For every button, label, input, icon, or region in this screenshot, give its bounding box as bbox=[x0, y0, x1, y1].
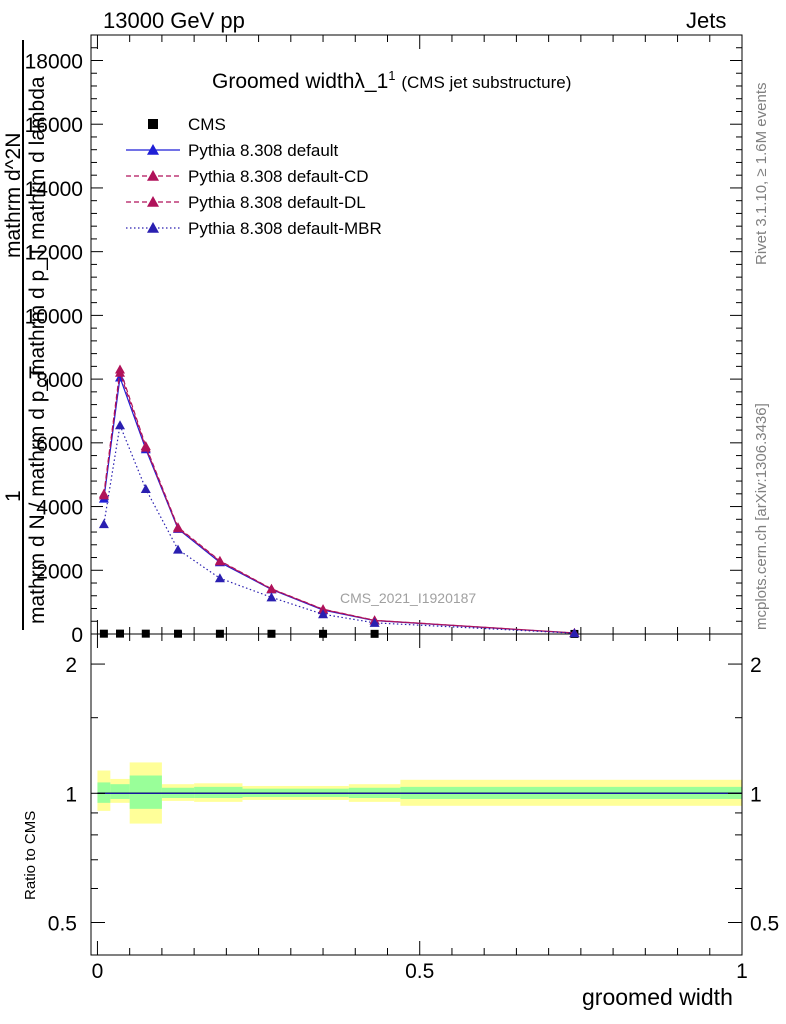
series-4-point-2 bbox=[140, 484, 151, 494]
series-4-point-4 bbox=[214, 573, 225, 583]
plot-title-sup: 1 bbox=[388, 68, 396, 83]
series-4-point-6 bbox=[318, 609, 329, 619]
series-4-point-7 bbox=[369, 617, 380, 627]
ratio-ytick-label-right-1: 1 bbox=[750, 783, 762, 806]
series-3-point-2 bbox=[140, 442, 151, 452]
ratio-band-group bbox=[97, 762, 742, 824]
ratio-ytick-label-2: 2 bbox=[65, 654, 77, 677]
cms-point-1 bbox=[116, 629, 125, 638]
plot-title: Groomed widthλ_11 (CMS jet substructure) bbox=[212, 68, 571, 94]
series-layer bbox=[98, 364, 580, 638]
ratio-ytick-label-1: 1 bbox=[65, 783, 77, 806]
cms-point-5 bbox=[267, 629, 276, 638]
rivet-version-label: Rivet 3.1.10, ≥ 1.6M events bbox=[753, 82, 770, 266]
legend-marker-4 bbox=[147, 222, 159, 233]
legend-marker-3 bbox=[147, 196, 159, 207]
main-ytick-label-1: 2000 bbox=[36, 560, 83, 583]
series-4-point-5 bbox=[266, 592, 277, 602]
ratio-ytick-label-0: 0.5 bbox=[48, 912, 77, 935]
ratio-ylabel: Ratio to CMS bbox=[22, 810, 39, 900]
main-ylabel: 1 mathrm d N / mathrm d p_T mathrm d^2N … bbox=[0, 40, 60, 630]
plot-title-text: Groomed width bbox=[212, 70, 355, 93]
main-ytick-label-6: 12000 bbox=[25, 242, 83, 265]
cms-point-2 bbox=[141, 629, 150, 638]
x-axis-label: groomed width bbox=[582, 984, 733, 1010]
ratio-ytick-label-right-2: 2 bbox=[750, 654, 762, 677]
ratio-panel-frame bbox=[90, 633, 743, 956]
series-4-point-8 bbox=[569, 628, 580, 638]
legend: CMS Pythia 8.308 default Pythia 8.308 defa… bbox=[126, 115, 382, 238]
main-ylabel-denominator-2: mathrm d p_T mathrm d lambda bbox=[26, 76, 49, 376]
series-3-point-0 bbox=[98, 490, 109, 500]
energy-label: 13000 GeV pp bbox=[103, 8, 245, 33]
series-4-point-3 bbox=[173, 544, 184, 554]
cms-point-4 bbox=[215, 629, 224, 638]
plot-title-symbol: λ_1 bbox=[354, 70, 389, 93]
legend-label-0: CMS bbox=[188, 115, 226, 134]
legend-label-3: Pythia 8.308 default-DL bbox=[188, 193, 366, 212]
cms-point-3 bbox=[174, 629, 183, 638]
cms-point-6 bbox=[319, 629, 328, 638]
ratio-inner-band-2 bbox=[129, 775, 162, 809]
legend-label-4: Pythia 8.308 default-MBR bbox=[188, 219, 382, 238]
axes-group: 0 2000 4000 6000 8000 10000 12000 14000 16000 180… bbox=[25, 35, 779, 983]
series-4-point-1 bbox=[115, 420, 126, 430]
cms-point-0 bbox=[99, 629, 108, 638]
series-3-point-1 bbox=[115, 367, 126, 377]
mcplots-label: mcplots.cern.ch [arXiv:1306.3436] bbox=[753, 403, 770, 630]
main-ylabel-denominator-1: mathrm d N / mathrm d p_T bbox=[26, 366, 49, 624]
legend-label-2: Pythia 8.308 default-CD bbox=[188, 167, 369, 186]
cms-point-7 bbox=[370, 629, 379, 638]
xtick-label-0: 0 bbox=[92, 960, 104, 983]
ratio-inner-band-4 bbox=[194, 786, 243, 799]
analysis-label: CMS_2021_I1920187 bbox=[340, 590, 477, 606]
legend-marker-0 bbox=[148, 119, 158, 129]
ratio-inner-band-1 bbox=[110, 784, 130, 799]
main-ytick-label-9: 18000 bbox=[25, 50, 83, 73]
main-ytick-label-4: 8000 bbox=[36, 369, 83, 392]
series-3-point-5 bbox=[266, 584, 277, 594]
legend-marker-1 bbox=[147, 144, 159, 155]
main-ytick-label-8: 16000 bbox=[25, 114, 83, 137]
series-3-point-3 bbox=[173, 523, 184, 533]
series-3-point-6 bbox=[318, 604, 329, 614]
series-4-point-0 bbox=[98, 519, 109, 529]
main-ytick-label-3: 6000 bbox=[36, 433, 83, 456]
legend-label-1: Pythia 8.308 default bbox=[188, 141, 339, 160]
main-ylabel-fraction-bar bbox=[22, 40, 24, 630]
series-3-point-4 bbox=[214, 556, 225, 566]
main-ytick-label-5: 10000 bbox=[25, 305, 83, 328]
main-ytick-label-0: 0 bbox=[71, 624, 83, 647]
legend-marker-2 bbox=[147, 170, 159, 181]
ratio-ytick-label-right-0: 0.5 bbox=[750, 912, 779, 935]
xtick-label-1: 0.5 bbox=[405, 960, 434, 983]
main-ytick-label-2: 4000 bbox=[36, 497, 83, 520]
main-ytick-label-7: 14000 bbox=[25, 178, 83, 201]
series-line-3 bbox=[103, 372, 575, 634]
plot-subtitle: (CMS jet substructure) bbox=[401, 73, 572, 92]
category-label: Jets bbox=[686, 8, 727, 33]
xtick-label-2: 1 bbox=[736, 960, 748, 983]
